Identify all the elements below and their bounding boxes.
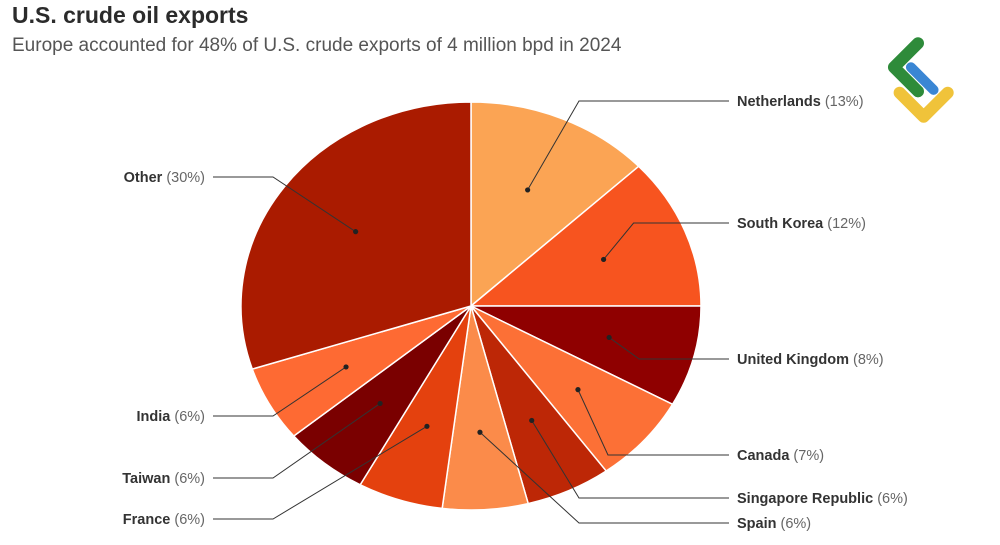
label-percent: (30%) (166, 170, 205, 186)
label-name: Netherlands (737, 94, 825, 110)
slice-south-korea (468, 165, 702, 307)
label-name: India (137, 409, 175, 425)
chart-subtitle: Europe accounted for 48% of U.S. crude e… (12, 35, 622, 56)
label-name: Singapore Republic (737, 491, 877, 507)
leader-line-other (213, 176, 356, 233)
chart-title: U.S. crude oil exports (12, 2, 249, 28)
leader-lines (213, 100, 729, 524)
leader-line-singapore-republic (531, 420, 729, 499)
label-percent: (6%) (174, 471, 205, 487)
leader-line-taiwan (213, 403, 381, 479)
logo-stroke (887, 37, 924, 98)
leader-dot-netherlands (525, 187, 531, 193)
leader-dot-singapore-republic (529, 417, 535, 424)
label-other: Other (30%) (124, 170, 205, 186)
leader-line-netherlands (527, 100, 729, 191)
label-india: India (6%) (137, 409, 206, 425)
label-singapore-republic: Singapore Republic (6%) (737, 491, 908, 507)
leader-line-spain (479, 431, 729, 524)
brand-logo-icon (887, 37, 954, 123)
label-france: France (6%) (123, 512, 205, 528)
label-percent: (6%) (781, 516, 812, 532)
leader-line-canada (577, 389, 729, 456)
label-percent: (6%) (174, 409, 205, 425)
leader-dot-other (353, 229, 359, 235)
label-taiwan: Taiwan (6%) (122, 471, 205, 487)
label-canada: Canada (7%) (737, 448, 824, 464)
leader-dot-united-kingdom (606, 334, 612, 341)
slice-united-kingdom (470, 305, 702, 406)
logo-stroke (905, 62, 939, 95)
label-united-kingdom: United Kingdom (8%) (737, 352, 884, 368)
label-name: Other (124, 170, 167, 186)
label-percent: (7%) (793, 448, 824, 464)
slice-netherlands (470, 101, 640, 308)
label-name: Canada (737, 448, 793, 464)
leader-dot-south-korea (600, 256, 607, 263)
leader-line-india (213, 366, 347, 417)
logo-stroke (893, 86, 954, 123)
label-name: Taiwan (122, 471, 174, 487)
leader-dot-india (343, 364, 349, 370)
label-netherlands: Netherlands (13%) (737, 94, 864, 110)
label-percent: (8%) (853, 352, 884, 368)
label-percent: (6%) (877, 491, 908, 507)
label-spain: Spain (6%) (737, 516, 811, 532)
label-percent: (6%) (174, 512, 205, 528)
label-south-korea: South Korea (12%) (737, 216, 866, 232)
label-name: Spain (737, 516, 781, 532)
leader-dot-canada (575, 387, 581, 393)
label-name: France (123, 512, 175, 528)
leader-dot-taiwan (377, 400, 383, 407)
slice-labels: Netherlands (13%) South Korea (12%) United… (122, 94, 908, 532)
slice-canada (470, 305, 674, 473)
label-percent: (13%) (825, 94, 864, 110)
slice-other (240, 101, 472, 370)
leader-dot-spain (477, 429, 483, 435)
leader-line-south-korea (603, 222, 729, 260)
leader-dot-france (424, 423, 430, 429)
pie-slices (240, 101, 702, 511)
label-name: United Kingdom (737, 352, 853, 368)
label-name: South Korea (737, 216, 827, 232)
leader-line-united-kingdom (608, 337, 729, 360)
label-percent: (12%) (827, 216, 866, 232)
leader-line-france (213, 425, 428, 520)
